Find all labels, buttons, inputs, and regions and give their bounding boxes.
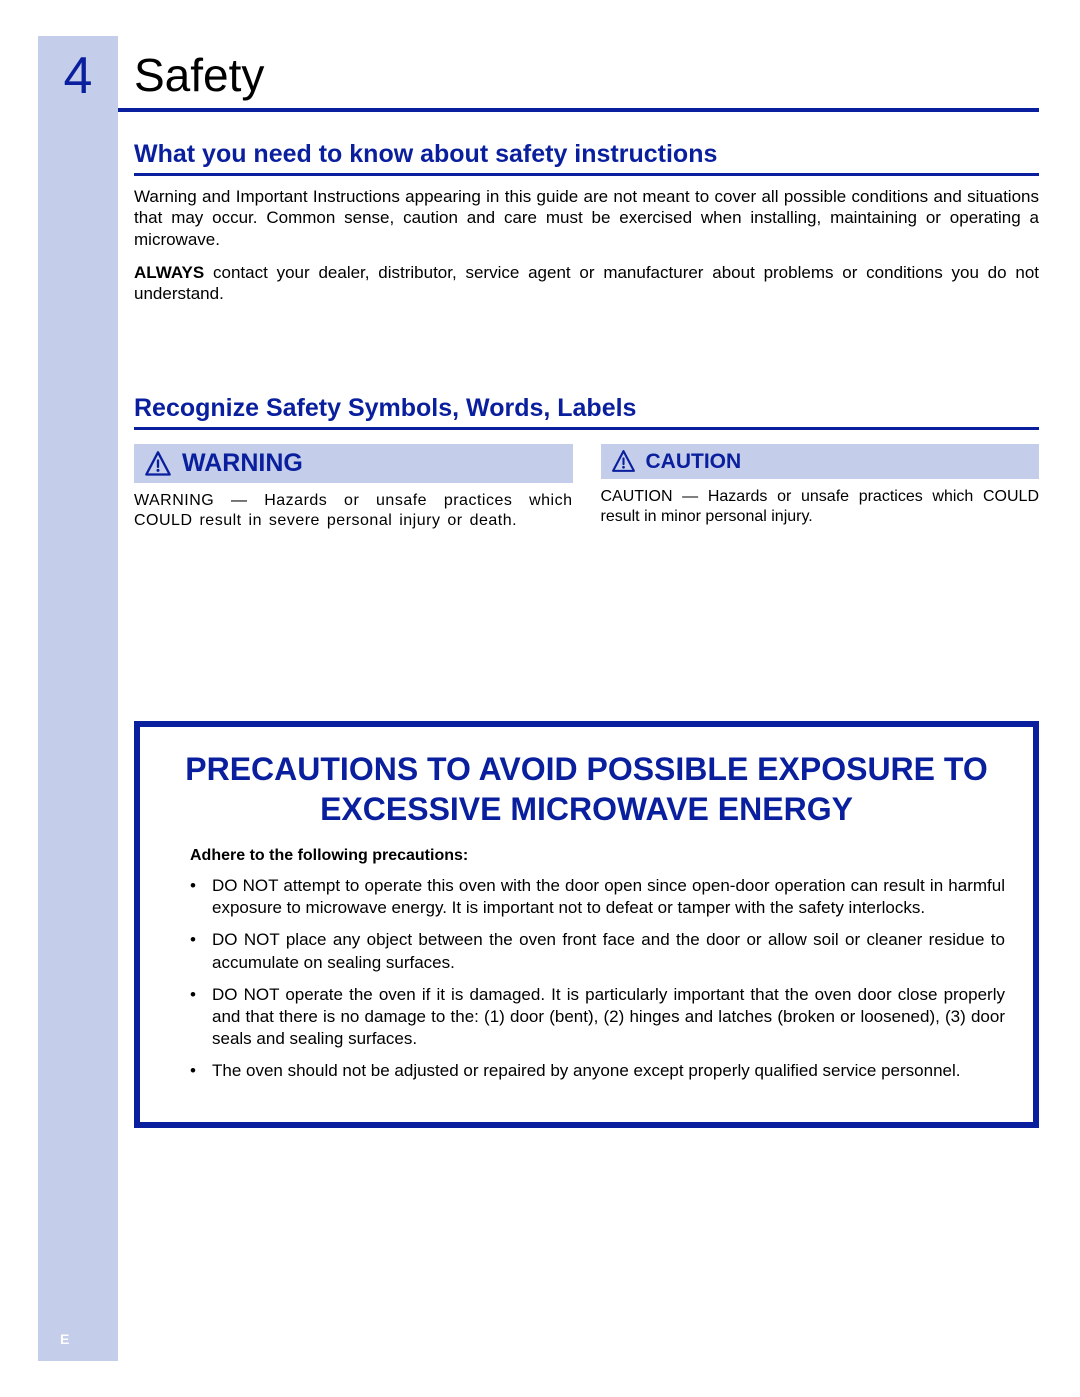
precaution-text: place any object between the oven front … (212, 930, 1005, 971)
always-label: ALWAYS (134, 263, 204, 282)
caution-mid: — Hazards or unsafe practices which (673, 488, 983, 505)
left-page-band (38, 36, 118, 1361)
precautions-title: PRECAUTIONS TO AVOID POSSIBLE EXPOSURE T… (168, 749, 1005, 829)
caution-definition: CAUTION — Hazards or unsafe practices wh… (601, 487, 1040, 527)
title-rule (118, 108, 1039, 112)
precautions-adhere: Adhere to the following precautions: (190, 847, 1005, 865)
footer-letter: E (60, 1331, 69, 1347)
section-heading-recognize: Recognize Safety Symbols, Words, Labels (134, 394, 1039, 430)
caution-triangle-icon (611, 449, 636, 474)
instructions-paragraph-2-rest: contact your dealer, distributor, servic… (134, 263, 1039, 303)
caution-could: COULD (983, 488, 1039, 505)
precautions-box: PRECAUTIONS TO AVOID POSSIBLE EXPOSURE T… (134, 721, 1039, 1128)
warning-could: COULD (134, 512, 193, 529)
chapter-title: Safety (134, 48, 264, 102)
list-item: DO NOT operate the oven if it is damaged… (190, 984, 1005, 1050)
caution-lead: CAUTION (601, 488, 673, 505)
list-item: DO NOT attempt to operate this oven with… (190, 875, 1005, 919)
symbol-columns: WARNING WARNING — Hazards or unsafe prac… (134, 444, 1039, 531)
do-not-label: DO NOT (212, 930, 279, 949)
warning-end: result in severe personal injury or deat… (193, 512, 518, 529)
recognize-block: Recognize Safety Symbols, Words, Labels … (134, 394, 1039, 531)
instructions-paragraph-2: ALWAYS contact your dealer, distributor,… (134, 262, 1039, 305)
caution-end: result in minor personal injury. (601, 508, 813, 525)
precaution-text: The oven should not be adjusted or repai… (212, 1061, 960, 1080)
warning-column: WARNING WARNING — Hazards or unsafe prac… (134, 444, 573, 531)
warning-badge: WARNING (134, 444, 573, 483)
page-number: 4 (46, 46, 110, 106)
caution-column: CAUTION CAUTION — Hazards or unsafe prac… (601, 444, 1040, 531)
precautions-list: DO NOT attempt to operate this oven with… (190, 875, 1005, 1082)
precaution-text: operate the oven if it is damaged. It is… (212, 985, 1005, 1048)
warning-badge-label: WARNING (182, 449, 303, 478)
page-content: What you need to know about safety instr… (134, 140, 1039, 1128)
precaution-text: attempt to operate this oven with the do… (212, 876, 1005, 917)
warning-triangle-icon (144, 450, 172, 478)
caution-badge-label: CAUTION (646, 450, 742, 474)
do-not-label: DO NOT (212, 985, 279, 1004)
warning-mid: — Hazards or unsafe practices which (214, 492, 572, 509)
warning-lead: WARNING (134, 492, 214, 509)
do-not-label: DO NOT (212, 876, 278, 895)
warning-definition: WARNING — Hazards or unsafe practices wh… (134, 491, 573, 531)
caution-badge: CAUTION (601, 444, 1040, 479)
list-item: DO NOT place any object between the oven… (190, 929, 1005, 973)
section-heading-instructions: What you need to know about safety instr… (134, 140, 1039, 176)
instructions-paragraph-1: Warning and Important Instructions appea… (134, 186, 1039, 250)
list-item: The oven should not be adjusted or repai… (190, 1060, 1005, 1082)
